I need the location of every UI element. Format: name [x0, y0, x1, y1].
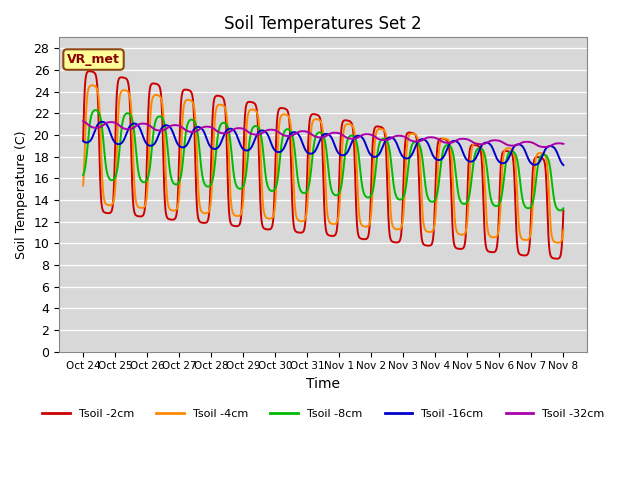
Tsoil -16cm: [476, 146, 483, 152]
Tsoil -32cm: [268, 127, 275, 132]
Tsoil -32cm: [517, 140, 525, 146]
Tsoil -2cm: [86, 68, 93, 74]
Line: Tsoil -8cm: Tsoil -8cm: [83, 110, 563, 210]
Tsoil -8cm: [397, 197, 404, 203]
Tsoil -16cm: [99, 119, 106, 125]
Y-axis label: Soil Temperature (C): Soil Temperature (C): [15, 130, 28, 259]
X-axis label: Time: Time: [307, 377, 340, 391]
Text: VR_met: VR_met: [67, 53, 120, 66]
Tsoil -8cm: [559, 205, 567, 211]
Tsoil -32cm: [79, 119, 87, 124]
Tsoil -4cm: [88, 83, 96, 88]
Tsoil -32cm: [186, 129, 193, 134]
Tsoil -8cm: [517, 187, 525, 192]
Tsoil -16cm: [280, 146, 287, 152]
Line: Tsoil -2cm: Tsoil -2cm: [83, 71, 563, 259]
Tsoil -4cm: [554, 240, 561, 246]
Tsoil -4cm: [397, 225, 404, 231]
Tsoil -16cm: [517, 142, 525, 148]
Tsoil -32cm: [396, 133, 404, 139]
Tsoil -16cm: [79, 138, 87, 144]
Line: Tsoil -4cm: Tsoil -4cm: [83, 85, 563, 243]
Tsoil -16cm: [559, 162, 567, 168]
Tsoil -2cm: [79, 137, 87, 143]
Tsoil -4cm: [517, 235, 525, 240]
Tsoil -2cm: [476, 144, 483, 150]
Tsoil -16cm: [268, 142, 276, 148]
Tsoil -8cm: [556, 207, 564, 213]
Tsoil -8cm: [476, 145, 483, 151]
Tsoil -8cm: [268, 188, 276, 194]
Tsoil -4cm: [280, 111, 287, 117]
Tsoil -2cm: [268, 224, 276, 230]
Tsoil -8cm: [79, 172, 87, 178]
Tsoil -32cm: [476, 141, 483, 147]
Tsoil -4cm: [476, 142, 483, 147]
Tsoil -2cm: [280, 106, 287, 111]
Tsoil -2cm: [517, 252, 525, 258]
Tsoil -8cm: [92, 107, 99, 113]
Tsoil -32cm: [280, 132, 287, 138]
Title: Soil Temperatures Set 2: Soil Temperatures Set 2: [225, 15, 422, 33]
Tsoil -2cm: [553, 256, 561, 262]
Tsoil -4cm: [559, 228, 567, 233]
Legend: Tsoil -2cm, Tsoil -4cm, Tsoil -8cm, Tsoil -16cm, Tsoil -32cm: Tsoil -2cm, Tsoil -4cm, Tsoil -8cm, Tsoi…: [38, 404, 609, 423]
Tsoil -4cm: [186, 97, 193, 103]
Tsoil -8cm: [280, 131, 287, 136]
Tsoil -16cm: [397, 150, 404, 156]
Tsoil -2cm: [186, 88, 193, 94]
Tsoil -4cm: [79, 182, 87, 188]
Tsoil -8cm: [186, 118, 193, 123]
Tsoil -2cm: [559, 208, 567, 214]
Tsoil -2cm: [397, 235, 404, 240]
Tsoil -32cm: [541, 144, 548, 150]
Tsoil -4cm: [268, 215, 276, 221]
Line: Tsoil -16cm: Tsoil -16cm: [83, 122, 563, 165]
Tsoil -16cm: [186, 137, 193, 143]
Tsoil -32cm: [559, 141, 567, 147]
Line: Tsoil -32cm: Tsoil -32cm: [83, 121, 563, 147]
